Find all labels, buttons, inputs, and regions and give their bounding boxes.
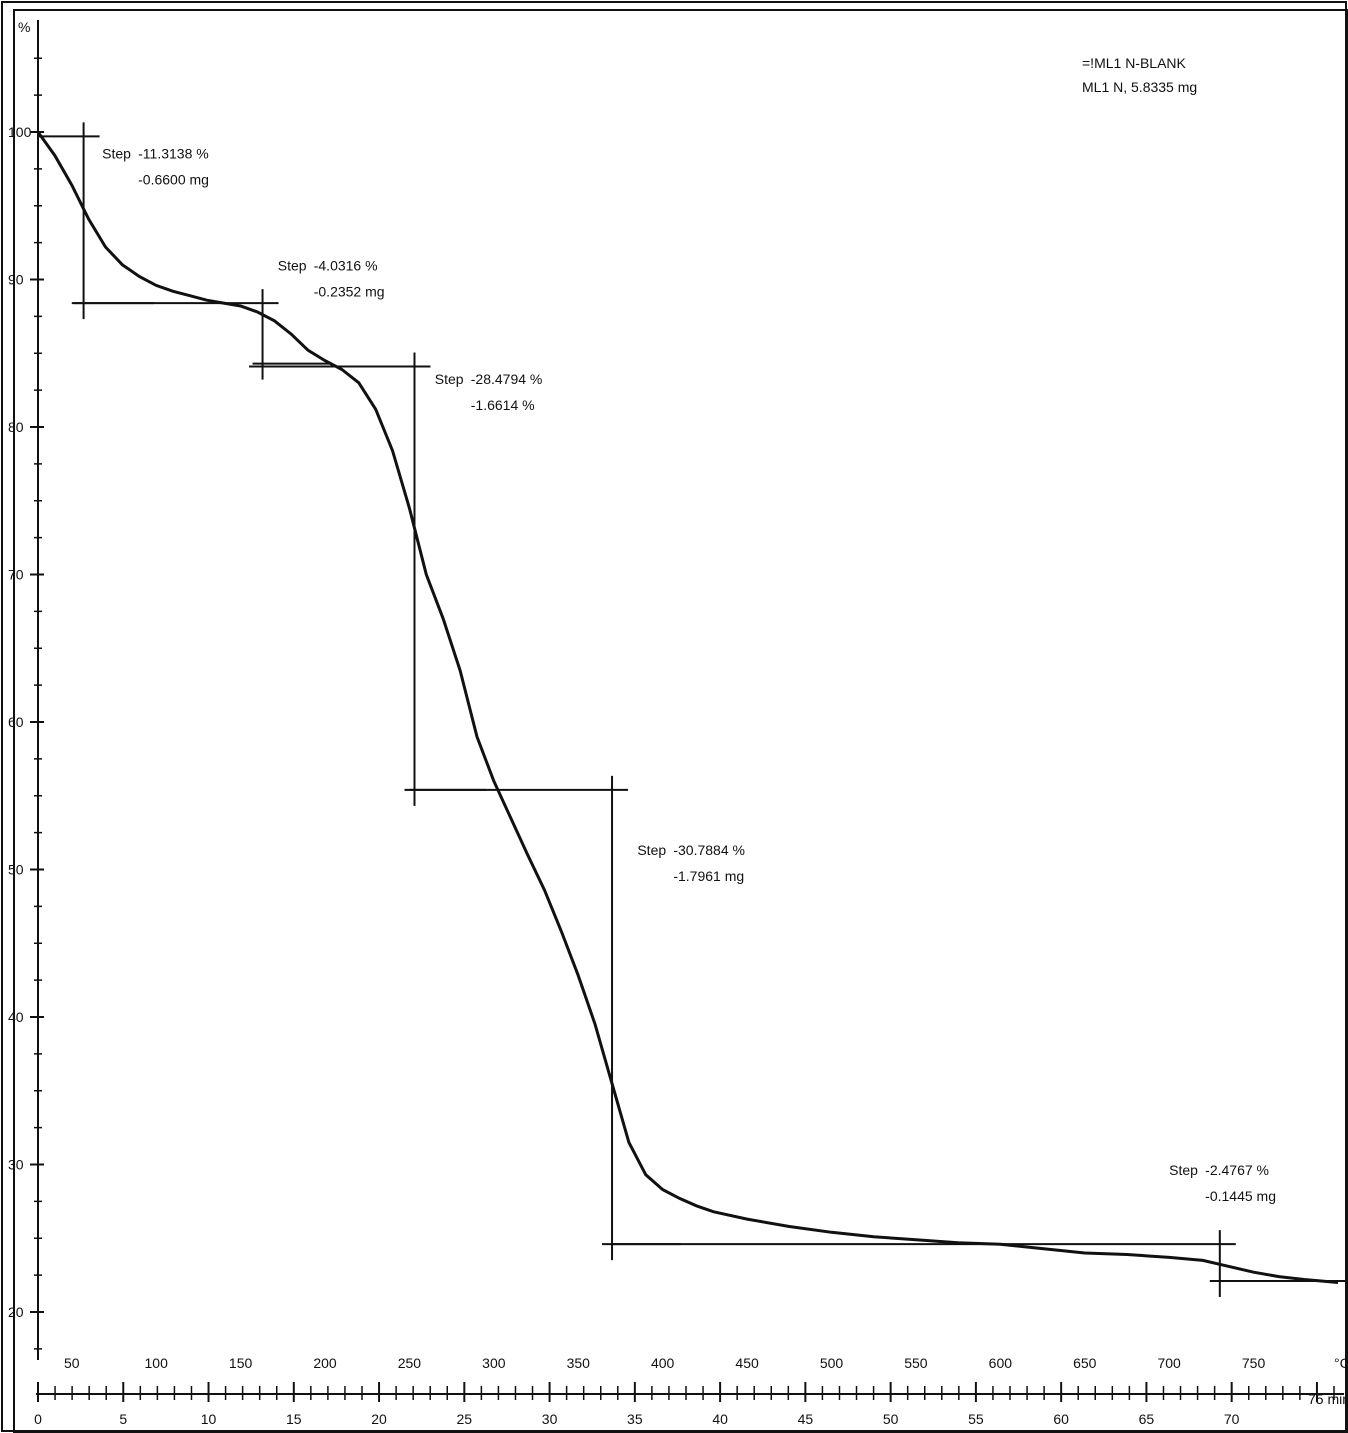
temp-tick-label: 700 xyxy=(1157,1355,1181,1371)
time-tick-label: 40 xyxy=(712,1411,728,1427)
step-label: Step xyxy=(278,258,307,274)
time-tick-label: 10 xyxy=(201,1411,217,1427)
y-tick-label: 60 xyxy=(8,714,24,730)
temp-tick-label: 450 xyxy=(735,1355,759,1371)
plot-frame xyxy=(13,9,1348,1433)
time-tick-label: 5 xyxy=(119,1411,127,1427)
time-tick-label: 0 xyxy=(34,1411,42,1427)
step-labels: Step -11.3138 % -0.6600 mg Step -4.0316 % -0.… xyxy=(102,146,1276,1204)
time-tick-label: 35 xyxy=(627,1411,643,1427)
step-mass: -0.6600 mg xyxy=(138,172,209,188)
step-percent: -2.4767 % xyxy=(1205,1162,1269,1178)
y-tick-label: 30 xyxy=(8,1157,24,1173)
temp-tick-label: 400 xyxy=(651,1355,675,1371)
temp-tick-label: 300 xyxy=(482,1355,506,1371)
step-mass: -1.6614 % xyxy=(471,397,535,413)
time-tick-label: 20 xyxy=(371,1411,387,1427)
step-percent: -30.7884 % xyxy=(673,842,745,858)
temp-tick-label: 500 xyxy=(820,1355,844,1371)
temp-tick-label: 100 xyxy=(145,1355,169,1371)
step-label: Step xyxy=(637,842,666,858)
time-tick-label: 25 xyxy=(457,1411,473,1427)
temperature-axis-ticks: 50 100 150 200 250 300 350 400 450 500 550 600 650 70… xyxy=(64,1355,1265,1371)
x-axis-temp-unit-label: °C xyxy=(1334,1355,1348,1371)
time-tick-label: 65 xyxy=(1139,1411,1155,1427)
y-axis-unit-label: % xyxy=(18,19,30,35)
legend-line-2: ML1 N, 5.8335 mg xyxy=(1082,79,1197,95)
y-tick-label: 90 xyxy=(8,272,24,288)
legend-line-1: =!ML1 N-BLANK xyxy=(1082,55,1187,71)
step-label: Step xyxy=(102,146,131,162)
temp-tick-label: 150 xyxy=(229,1355,253,1371)
y-tick-label: 70 xyxy=(8,567,24,583)
temp-tick-label: 350 xyxy=(567,1355,591,1371)
y-tick-label: 50 xyxy=(8,862,24,878)
step-percent: -28.4794 % xyxy=(471,371,543,387)
step-mass: -0.1445 mg xyxy=(1205,1188,1276,1204)
step-label: Step xyxy=(435,371,464,387)
time-tick-label: 45 xyxy=(798,1411,814,1427)
time-tick-label: 60 xyxy=(1053,1411,1069,1427)
step-label: Step xyxy=(1169,1162,1198,1178)
temp-tick-label: 250 xyxy=(398,1355,422,1371)
time-tick-label: 50 xyxy=(883,1411,899,1427)
temp-tick-label: 600 xyxy=(989,1355,1013,1371)
y-axis-ticks: 20 30 40 50 60 70 80 90 100 xyxy=(8,57,44,1350)
step-mass: -0.2352 mg xyxy=(314,284,385,300)
step-markers xyxy=(38,122,1346,1298)
time-tick-label: 55 xyxy=(968,1411,984,1427)
y-tick-label: 80 xyxy=(8,419,24,435)
temp-tick-label: 50 xyxy=(64,1355,80,1371)
temp-tick-label: 550 xyxy=(904,1355,928,1371)
step-mass: -1.7961 mg xyxy=(673,868,744,884)
y-tick-label: 100 xyxy=(8,124,32,140)
temp-tick-label: 650 xyxy=(1073,1355,1097,1371)
step-percent: -11.3138 % xyxy=(138,146,209,162)
temp-tick-label: 200 xyxy=(313,1355,337,1371)
time-axis-ticks: 0 5 10 15 20 25 30 35 40 45 50 55 60 65 70 xyxy=(34,1382,1335,1427)
time-tick-label: 30 xyxy=(542,1411,558,1427)
tga-mass-loss-curve xyxy=(36,131,1339,1284)
step-percent: -4.0316 % xyxy=(314,258,378,274)
time-tick-label: 70 xyxy=(1224,1411,1240,1427)
time-tick-label: 15 xyxy=(286,1411,302,1427)
temp-tick-label: 750 xyxy=(1242,1355,1266,1371)
y-tick-label: 40 xyxy=(8,1009,24,1025)
y-tick-label: 20 xyxy=(8,1304,24,1320)
